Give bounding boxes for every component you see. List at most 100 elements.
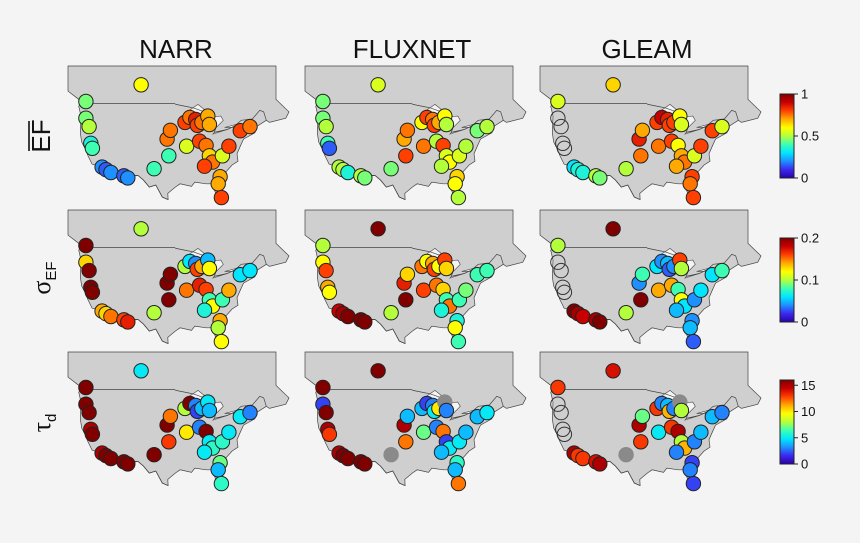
land-shape — [304, 209, 527, 348]
site-marker — [433, 444, 450, 460]
site-marker — [178, 138, 195, 154]
site-marker — [318, 404, 334, 421]
site-marker — [318, 262, 334, 279]
svg-text:σEF: σEF — [27, 261, 60, 294]
site-marker — [242, 404, 258, 421]
site-marker — [370, 363, 386, 379]
site-marker — [650, 424, 667, 440]
site-marker — [398, 292, 414, 308]
site-marker — [592, 170, 608, 186]
colorbar-tick-label: 0.1 — [801, 273, 819, 288]
site-marker — [634, 122, 651, 139]
site-marker — [415, 424, 432, 440]
site-marker — [161, 434, 177, 450]
site-marker — [146, 447, 162, 463]
country-border — [556, 389, 739, 419]
site-marker — [321, 284, 338, 301]
site-marker — [242, 262, 258, 279]
site-marker — [450, 475, 467, 492]
site-marker — [714, 262, 730, 279]
colorbar-tick-label: 0 — [801, 315, 808, 330]
column-title-fluxnet: FLUXNET — [353, 34, 472, 64]
colorbar-tick-label: 0.2 — [801, 231, 819, 246]
panel-gleam-sigma-ef — [539, 209, 762, 350]
country-border — [556, 103, 739, 133]
land-shape — [304, 351, 527, 490]
site-marker — [553, 262, 569, 279]
site-marker — [120, 456, 136, 472]
site-marker — [399, 122, 416, 139]
colorbar-gradient — [779, 237, 795, 323]
land-shape — [67, 65, 290, 204]
colorbar-tick-label: 10 — [801, 404, 815, 419]
site-marker — [146, 305, 162, 321]
site-marker — [78, 93, 94, 110]
country-border — [556, 247, 739, 277]
colorbar-tick-label: 0 — [801, 457, 808, 472]
site-marker — [550, 254, 566, 270]
site-marker — [693, 424, 709, 440]
site-marker — [196, 444, 213, 460]
site-marker — [479, 262, 495, 279]
site-marker — [81, 262, 97, 279]
site-marker — [415, 282, 432, 298]
site-marker — [84, 140, 101, 157]
site-marker — [714, 118, 730, 135]
site-marker — [556, 426, 573, 443]
land-shape — [539, 209, 762, 348]
site-marker — [550, 237, 566, 254]
colorbar-gradient — [779, 93, 795, 179]
site-marker — [650, 138, 667, 154]
site-marker — [650, 282, 667, 298]
country-border — [84, 103, 267, 133]
site-marker — [221, 138, 237, 154]
site-marker — [575, 450, 591, 467]
panel-narr-sigma-ef — [67, 209, 290, 350]
site-marker — [433, 302, 450, 318]
site-marker — [668, 444, 685, 460]
site-marker — [78, 237, 94, 254]
site-marker — [315, 379, 331, 396]
land-shape — [539, 65, 762, 204]
site-marker — [550, 110, 566, 126]
panel-gleam-tau-d — [539, 351, 762, 492]
site-marker — [618, 305, 634, 321]
site-marker — [450, 333, 467, 350]
colorbar-tick-label: 0 — [801, 171, 808, 186]
site-marker — [634, 408, 651, 425]
site-marker — [133, 221, 149, 237]
site-marker — [673, 260, 690, 277]
site-marker — [162, 408, 179, 425]
site-marker — [618, 447, 634, 463]
site-marker — [321, 140, 338, 157]
site-marker — [633, 434, 649, 450]
site-marker — [213, 475, 230, 492]
site-marker — [399, 266, 416, 283]
land-shape — [539, 351, 762, 490]
site-marker — [133, 77, 149, 93]
column-title-gleam: GLEAM — [601, 34, 692, 64]
site-marker — [84, 284, 101, 301]
land-shape — [304, 65, 527, 204]
panel-fluxnet-sigma-ef — [304, 209, 527, 350]
colorbar-tick-label: 1 — [801, 87, 808, 102]
site-marker — [553, 404, 569, 421]
colorbar-tick-label: 15 — [801, 378, 815, 393]
site-marker — [682, 462, 698, 478]
land-shape — [67, 351, 290, 490]
site-marker — [438, 260, 455, 277]
site-marker — [84, 426, 101, 443]
site-marker — [479, 118, 495, 135]
site-marker — [398, 434, 414, 450]
site-marker — [668, 302, 685, 318]
site-marker — [714, 404, 730, 421]
site-marker — [161, 148, 177, 164]
site-marker — [398, 148, 414, 164]
site-marker — [213, 189, 230, 206]
site-marker — [162, 122, 179, 139]
site-marker — [201, 116, 218, 133]
site-marker — [340, 308, 356, 325]
site-marker — [196, 302, 213, 318]
site-marker — [103, 308, 119, 325]
